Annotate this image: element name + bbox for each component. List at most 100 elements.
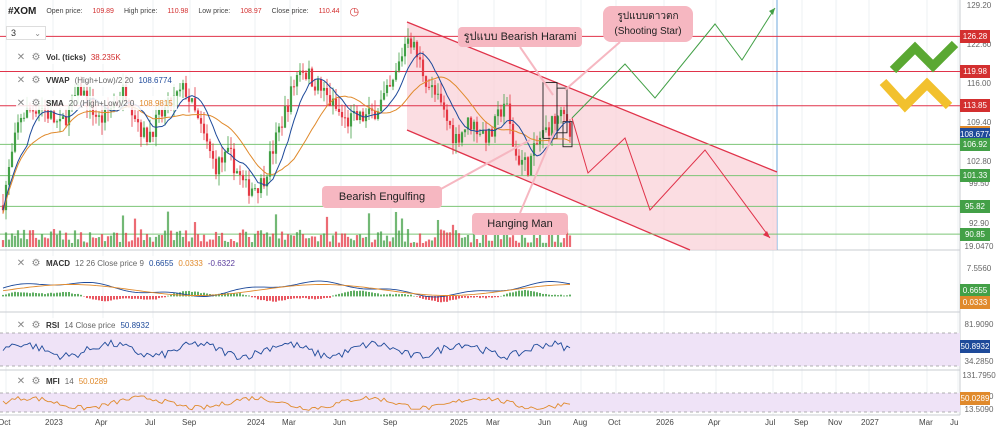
macd-histogram-bar [188, 291, 190, 297]
macd-histogram-bar [101, 296, 103, 302]
candle-body [97, 115, 101, 117]
time-tick: Oct [0, 418, 11, 427]
close-icon[interactable]: ✕ [16, 319, 26, 331]
price-tick: 122.60 [966, 40, 992, 49]
time-tick: Nov [828, 418, 843, 427]
candle-body [397, 61, 401, 71]
projection-arrowhead [769, 8, 775, 15]
volume-bar [97, 237, 101, 247]
macd-histogram-bar [191, 291, 193, 297]
candle-body [250, 188, 254, 196]
volume-bar [472, 230, 476, 247]
volume-bar [19, 238, 23, 247]
close-icon[interactable]: ✕ [16, 375, 26, 387]
volume-bar [88, 232, 92, 247]
volume-bar [109, 235, 113, 247]
bearish-projection [571, 117, 771, 239]
candle-body [208, 141, 212, 152]
candle-body [451, 125, 455, 144]
rsi-pane [0, 332, 960, 367]
candle-body [7, 167, 11, 185]
close-icon[interactable]: ✕ [16, 74, 26, 86]
close-icon[interactable]: ✕ [16, 51, 26, 63]
volume-bar [4, 232, 8, 247]
candle-body [277, 126, 281, 133]
macd-histogram-bar [326, 296, 328, 298]
volume-bar [397, 230, 401, 247]
volume-bar [532, 229, 536, 247]
gear-icon[interactable]: ⚙ [31, 375, 41, 387]
open-label: Open price: [46, 7, 83, 15]
macd-histogram-bar [332, 295, 334, 297]
volume-bar [115, 232, 119, 247]
candle-body [442, 102, 446, 110]
legend-macd[interactable]: ✕ ⚙ MACD 12 26 Close price 9 0.6655 0.03… [16, 256, 240, 270]
candle-body [124, 84, 128, 100]
volume-bar [448, 232, 452, 247]
close-icon[interactable]: ✕ [16, 97, 26, 109]
volume-bar [151, 241, 155, 247]
macd-histogram-bar [110, 296, 112, 301]
volume-bar [427, 239, 431, 247]
volume-bar [490, 240, 494, 247]
legend-mfi[interactable]: ✕ ⚙ MFI 14 50.0289 [16, 374, 112, 388]
gear-icon[interactable]: ⚙ [31, 257, 41, 269]
candle-body [283, 106, 287, 128]
macd-histogram-bar [569, 294, 571, 297]
legend-mfi-params: 14 [64, 376, 74, 386]
macd-histogram-bar [143, 296, 145, 300]
candle-body [322, 87, 326, 91]
symbol-label: #XOM [8, 5, 37, 17]
macd-histogram-bar [152, 296, 154, 300]
legend-volume[interactable]: ✕ ⚙ Vol. (ticks) 38.235K [16, 50, 125, 64]
legend-vwap-params: (High+Low)/2 20 [74, 75, 134, 85]
gear-icon[interactable]: ⚙ [31, 319, 41, 331]
macd-histogram-bar [314, 296, 316, 300]
candle-body [280, 126, 284, 128]
candle-body [61, 116, 65, 119]
gear-icon[interactable]: ⚙ [31, 51, 41, 63]
macd-histogram-bar [200, 293, 202, 297]
candle-body [145, 127, 149, 143]
volume-bar [43, 237, 47, 247]
candle-body [46, 110, 50, 119]
legend-vwap[interactable]: ✕ ⚙ VWAP (High+Low)/2 20 108.6774 [16, 73, 176, 87]
volume-bar [370, 242, 374, 247]
macd-histogram-bar [50, 292, 52, 297]
volume-bar [61, 239, 65, 247]
macd-histogram-bar [377, 293, 379, 297]
clock-icon[interactable]: ◷ [349, 5, 360, 18]
candle-body [457, 133, 461, 143]
candle-body [559, 109, 563, 117]
macd-histogram-bar [368, 291, 370, 297]
volume-bar [238, 232, 242, 247]
legend-rsi[interactable]: ✕ ⚙ RSI 14 Close price 50.8932 [16, 318, 154, 332]
mfi-pane [0, 392, 960, 413]
macd-histogram-bar [356, 291, 358, 297]
close-icon[interactable]: ✕ [16, 257, 26, 269]
macd-histogram-bar [158, 296, 160, 299]
volume-bar [352, 240, 356, 247]
candle-body [262, 178, 266, 187]
macd-histogram-bar [71, 293, 73, 297]
volume-bar [286, 234, 290, 247]
candle-body [76, 82, 80, 96]
candle-body [409, 38, 413, 48]
candle-body [535, 143, 539, 145]
candle-body [478, 133, 482, 135]
candle-body [292, 86, 296, 88]
candle-body [304, 72, 308, 80]
macd-histogram-bar [263, 296, 265, 301]
gear-icon[interactable]: ⚙ [31, 74, 41, 86]
macd-histogram-bar [95, 296, 97, 300]
macd-histogram-bar [395, 293, 397, 297]
macd-histogram-bar [437, 296, 439, 302]
legend-sma[interactable]: ✕ ⚙ SMA 20 (High+Low)/2 0 108.9815 [16, 96, 177, 110]
macd-histogram-bar [68, 292, 70, 297]
gear-icon[interactable]: ⚙ [31, 97, 41, 109]
volume-bar [10, 233, 14, 247]
volume-bar [502, 233, 506, 247]
annotation-shooting-star: รูปแบบดาวตก (Shooting Star) [603, 6, 693, 42]
count-dropdown[interactable]: 3 ⌄ [6, 26, 46, 40]
indicator-tick: 131.7950 [962, 371, 996, 380]
